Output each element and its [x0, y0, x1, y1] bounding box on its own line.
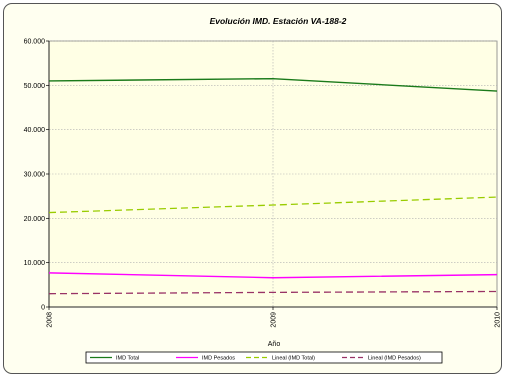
- y-tick-label: 10.000: [24, 260, 46, 267]
- chart-title: Evolución IMD. Estación VA-188-2: [210, 16, 347, 26]
- x-tick-label: 2009: [271, 312, 278, 328]
- y-tick-label: 40.000: [24, 127, 46, 134]
- grid: [49, 40, 497, 307]
- legend-label: IMD Total: [116, 356, 139, 362]
- legend: IMD Total IMD Pesados Lineal (IMD Total) Li…: [90, 356, 421, 362]
- y-tick-label: 0: [41, 305, 45, 312]
- legend-label: Lineal (IMD Pesados): [368, 356, 421, 362]
- x-axis-label: Año: [268, 341, 281, 348]
- series-line-imd-total: [48, 77, 498, 92]
- y-axis-ticks: 0 10.000 20.000 30.000 40.000 50.000 60.000: [24, 39, 49, 312]
- y-tick-label: 60.000: [24, 39, 46, 46]
- y-tick-label: 20.000: [24, 216, 46, 223]
- x-axis-ticks: 2008 2009 2010: [47, 307, 502, 328]
- legend-label: IMD Pesados: [202, 356, 235, 362]
- series-line-lineal-imd-total: [48, 196, 498, 214]
- series-lines: [48, 77, 498, 295]
- series-line-lineal-imd-pesados: [48, 290, 498, 295]
- series-line-imd-pesados: [48, 272, 498, 279]
- x-tick-label: 2008: [47, 312, 54, 328]
- x-tick-label: 2010: [495, 312, 502, 328]
- y-tick-label: 30.000: [24, 172, 46, 179]
- y-tick-label: 50.000: [24, 83, 46, 90]
- legend-label: Lineal (IMD Total): [272, 356, 315, 362]
